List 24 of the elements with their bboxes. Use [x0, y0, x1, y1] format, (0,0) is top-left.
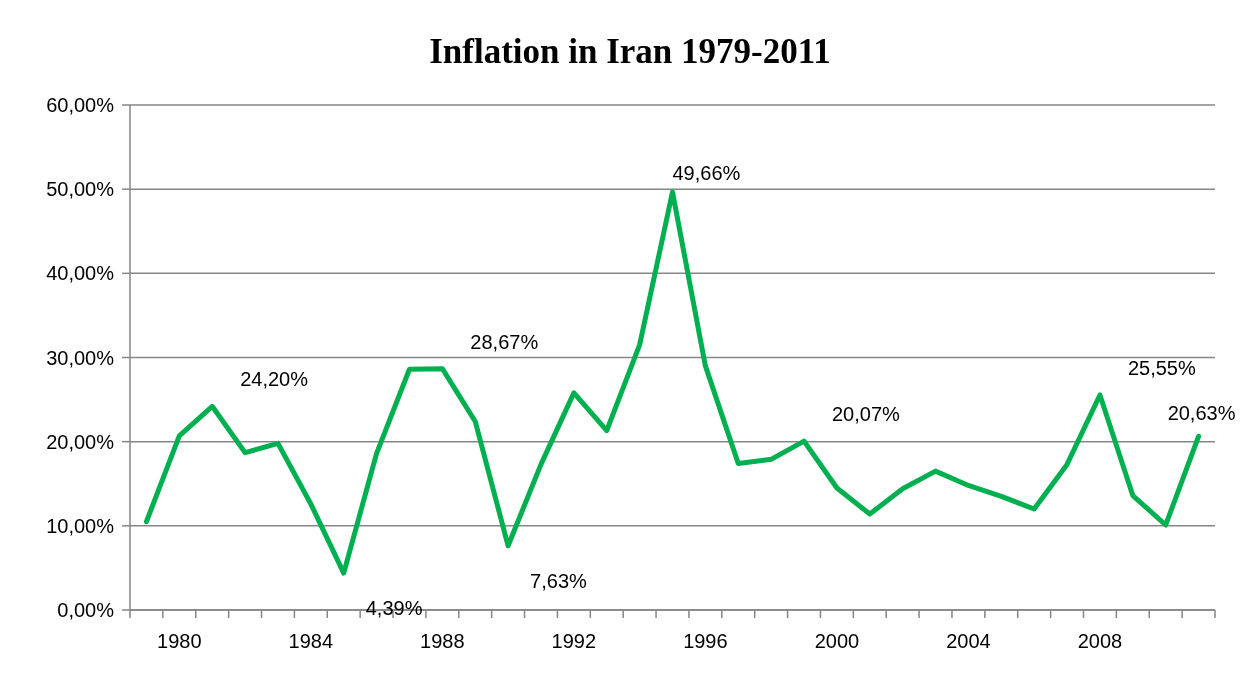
x-tick-label: 2004 — [946, 630, 991, 652]
data-label: 20,63% — [1167, 402, 1236, 425]
y-tick-label: 30,00% — [46, 346, 115, 369]
y-tick-label: 40,00% — [46, 262, 115, 285]
x-tick-label: 1996 — [683, 630, 728, 652]
x-tick-label: 2008 — [1077, 630, 1123, 652]
data-label: 24,20% — [240, 368, 309, 391]
x-tick-label: 2000 — [814, 630, 860, 652]
y-tick-label: 0,00% — [57, 599, 115, 621]
data-label: 4,39% — [365, 597, 423, 620]
x-tick-label: 1984 — [288, 630, 334, 652]
data-label: 49,66% — [672, 162, 741, 185]
chart-title: Inflation in Iran 1979-2011 — [429, 32, 831, 71]
y-tick-label: 60,00% — [46, 94, 115, 116]
x-tick-label: 1988 — [420, 630, 465, 652]
data-label: 20,07% — [832, 403, 901, 426]
x-tick-label: 1992 — [551, 630, 597, 652]
data-label: 7,63% — [530, 569, 588, 592]
y-tick-label: 50,00% — [46, 178, 115, 201]
x-tick-label: 1980 — [157, 630, 202, 652]
y-tick-label: 10,00% — [46, 514, 115, 537]
data-label: 25,55% — [1127, 356, 1196, 379]
data-label: 28,67% — [470, 330, 539, 353]
y-tick-label: 20,00% — [46, 430, 115, 453]
